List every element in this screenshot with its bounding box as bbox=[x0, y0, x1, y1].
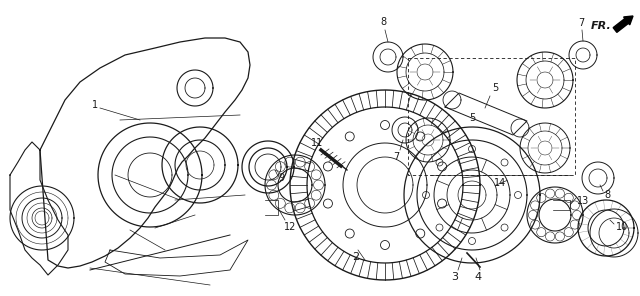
Text: 8: 8 bbox=[380, 17, 386, 27]
FancyArrow shape bbox=[613, 16, 633, 32]
Text: 8: 8 bbox=[604, 190, 610, 200]
Text: 1: 1 bbox=[92, 100, 98, 110]
Text: 7: 7 bbox=[393, 152, 399, 162]
Text: 9: 9 bbox=[278, 173, 284, 183]
Text: 5: 5 bbox=[492, 83, 499, 93]
Text: 5: 5 bbox=[469, 113, 475, 123]
Text: 7: 7 bbox=[578, 18, 584, 28]
Text: 11: 11 bbox=[311, 138, 323, 148]
Text: 13: 13 bbox=[577, 196, 589, 206]
Text: 10: 10 bbox=[616, 222, 628, 232]
Text: 12: 12 bbox=[284, 222, 296, 232]
Text: 4: 4 bbox=[474, 272, 481, 282]
Text: 3: 3 bbox=[451, 272, 458, 282]
Text: 14: 14 bbox=[494, 178, 506, 188]
Text: FR.: FR. bbox=[591, 21, 612, 31]
Text: 2: 2 bbox=[353, 252, 360, 262]
